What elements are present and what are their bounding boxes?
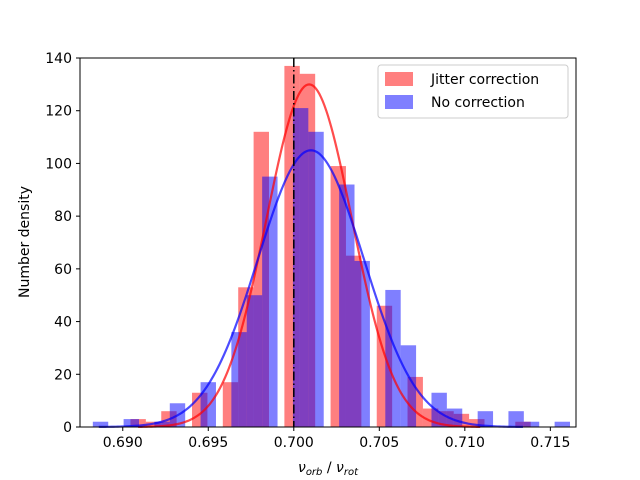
bar-jitter-correction: [469, 419, 485, 427]
bar-no-correction: [339, 184, 355, 427]
y-tick-label: 40: [54, 315, 72, 331]
x-tick-label: 0.695: [188, 435, 228, 451]
legend-frame: [377, 64, 569, 119]
y-tick-label: 80: [54, 209, 72, 225]
fit-curve-jitter-correction: [138, 83, 481, 428]
y-tick-label: 20: [54, 367, 72, 383]
x-label-separator: /: [322, 460, 336, 476]
y-tick-label: 60: [54, 262, 72, 278]
bar-no-correction: [231, 332, 247, 427]
x-tick-label: 0.715: [530, 435, 570, 451]
bar-no-correction: [354, 260, 370, 427]
bar-no-correction: [477, 411, 494, 427]
legend: Jitter correction No correction: [377, 64, 569, 119]
x-label-sub-rot: rot: [344, 467, 359, 478]
legend-label-no-correction: No correction: [431, 95, 525, 111]
y-tick-label: 120: [45, 104, 72, 120]
y-tick-label: 0: [63, 420, 72, 436]
bar-no-correction: [446, 408, 463, 427]
fit-curves-layer: [98, 83, 523, 429]
bar-no-correction: [292, 108, 309, 427]
bar-no-correction: [262, 176, 278, 427]
bar-no-correction: [385, 289, 401, 427]
x-tick-label: 0.690: [103, 435, 143, 451]
bar-no-correction: [123, 419, 139, 427]
y-tick-label: 100: [45, 156, 72, 172]
x-tick-label: 0.705: [359, 435, 399, 451]
bar-no-correction: [431, 392, 447, 427]
legend-label-jitter-correction: Jitter correction: [430, 72, 539, 88]
bar-no-correction: [308, 131, 324, 428]
bar-no-correction: [246, 295, 263, 427]
bar-no-correction: [400, 345, 417, 427]
legend-swatch-jitter-correction: [385, 72, 413, 86]
x-label-sub-orb: orb: [306, 467, 323, 478]
x-label-nu-rot: ν: [336, 460, 344, 476]
bars-layer: [92, 65, 571, 428]
bar-no-correction: [523, 421, 540, 427]
bar-no-correction: [154, 421, 170, 427]
x-label-nu-orb: ν: [298, 460, 306, 476]
y-axis-label: Number density: [17, 186, 33, 298]
y-tick-label: 140: [45, 51, 72, 67]
x-axis: 0.690 0.695 0.700 0.705 0.710 0.715: [103, 427, 570, 451]
y-axis: 0 20 40 60 80 100 120 140: [45, 51, 80, 436]
bar-no-correction: [508, 411, 524, 427]
legend-swatch-no-correction: [385, 95, 413, 109]
fit-curve-no-correction: [98, 149, 523, 429]
x-axis-label: νorb / νrot: [298, 460, 359, 478]
x-tick-label: 0.710: [445, 435, 485, 451]
plot-frame: [79, 57, 577, 428]
bar-no-correction: [554, 421, 571, 427]
bar-no-correction: [92, 421, 109, 427]
x-tick-label: 0.700: [274, 435, 314, 451]
